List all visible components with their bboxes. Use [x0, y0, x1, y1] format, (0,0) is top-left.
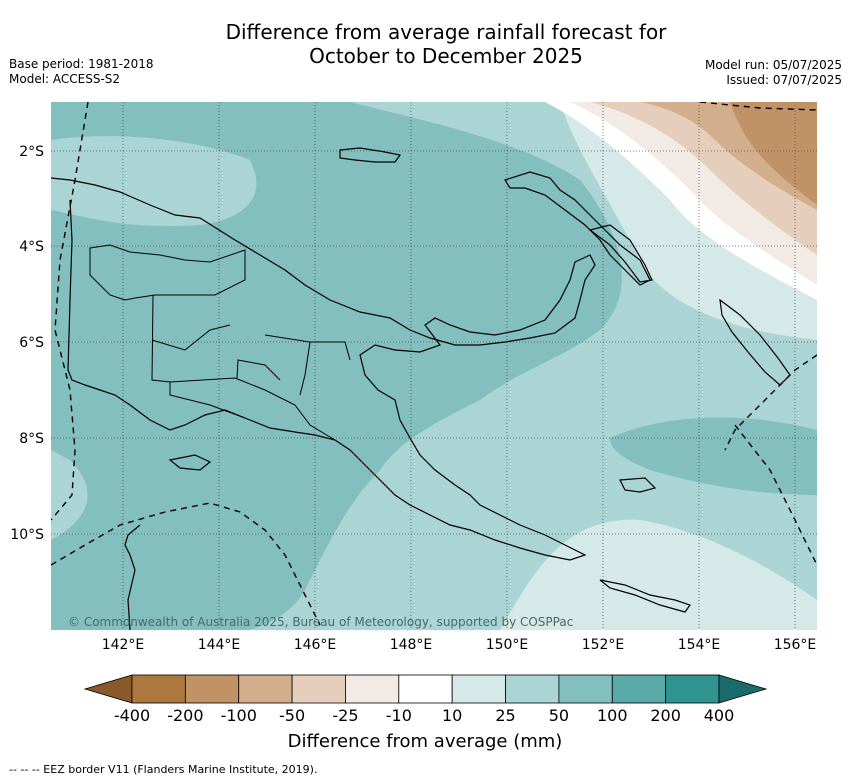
colorbar-arrow-high [718, 674, 768, 704]
base-period: Base period: 1981-2018 [9, 57, 154, 71]
lon-label: 154°E [678, 637, 721, 653]
eez-southeast [734, 424, 817, 566]
colorbar-label: Difference from average (mm) [288, 731, 563, 752]
title-line-2: October to December 2025 [309, 44, 583, 68]
trobriand-islands [619, 477, 657, 493]
colorbar-swatch [505, 674, 560, 704]
colorbar-swatch [665, 674, 720, 704]
eez-west [51, 102, 89, 521]
colorbar-tick-label: 25 [495, 706, 515, 725]
model-name: Model: ACCESS-S2 [9, 72, 121, 86]
colorbar-swatch [131, 674, 186, 704]
eez-footnote: -- -- -- EEZ border V11 (Flanders Marine… [9, 763, 318, 776]
lon-label: 144°E [198, 637, 241, 653]
lon-label: 152°E [582, 637, 625, 653]
eez-north [699, 102, 817, 111]
lat-label: 8°S [19, 431, 44, 447]
colorbar-tick-label: -400 [114, 706, 150, 725]
colorbar-tick-label: -25 [332, 706, 358, 725]
lon-label: 156°E [774, 637, 817, 653]
colorbar: -400 -200 -100 -50 -25 -10 10 25 50 100 200 400 [83, 674, 768, 725]
torres-strait-islands [168, 454, 212, 471]
colorbar-tick-label: 200 [650, 706, 681, 725]
lon-label: 142°E [102, 637, 145, 653]
issued-date: Issued: 07/07/2025 [726, 73, 842, 87]
province-borders [89, 244, 351, 441]
anomaly-band-neg200-neg100 [730, 102, 817, 205]
colorbar-tick-label: -10 [386, 706, 412, 725]
colorbar-tick-label: -50 [279, 706, 305, 725]
new-ireland-coast [588, 224, 653, 283]
eez-borders [51, 102, 817, 626]
lon-labels: 142°E 144°E 146°E 148°E 150°E 152°E 154°… [102, 637, 817, 653]
eez-south [51, 502, 321, 626]
coastlines [51, 147, 791, 630]
anomaly-band-50-100-east [610, 417, 817, 495]
lat-label: 4°S [19, 239, 44, 255]
new-britain-coast [504, 171, 651, 286]
lat-labels: 2°S 4°S 6°S 8°S 10°S [10, 144, 44, 543]
colorbar-arrow-low [83, 674, 133, 704]
lat-label: 2°S [19, 144, 44, 160]
colorbar-tick-label: 100 [597, 706, 628, 725]
lon-label: 148°E [390, 637, 433, 653]
lat-label: 6°S [19, 335, 44, 351]
colorbar-swatch [558, 674, 613, 704]
manus-coast [339, 147, 402, 163]
colorbar-tick-label: -200 [167, 706, 203, 725]
meta-left: Base period: 1981-2018 Model: ACCESS-S2 [9, 57, 154, 87]
colorbar-tick-label: 10 [442, 706, 462, 725]
anomaly-band-50-100 [51, 102, 622, 630]
colorbar-tick-label: 50 [549, 706, 569, 725]
louisiade-islands [599, 579, 691, 613]
colorbar-swatch [184, 674, 240, 704]
model-run: Model run: 05/07/2025 [704, 58, 842, 72]
chart-title: Difference from average rainfall forecas… [0, 20, 850, 68]
colorbar-tick-label: -100 [221, 706, 257, 725]
lon-label: 150°E [486, 637, 529, 653]
eez-east [724, 354, 817, 451]
colorbar-swatch [291, 674, 346, 704]
title-line-1: Difference from average rainfall forecas… [225, 20, 667, 44]
map-area: © Commonwealth of Australia 2025, Bureau… [51, 102, 817, 630]
colorbar-swatch [238, 674, 293, 704]
colorbar-swatch [451, 674, 506, 704]
cape-york-coast [124, 524, 141, 630]
colorbar-swatch [398, 674, 453, 704]
colorbar-tick-label: 400 [704, 706, 735, 725]
copyright-text: © Commonwealth of Australia 2025, Bureau… [68, 615, 573, 629]
graticule [51, 102, 817, 630]
lon-label: 146°E [294, 637, 337, 653]
meta-right: Model run: 05/07/2025 Issued: 07/07/2025 [705, 58, 842, 88]
colorbar-swatch [345, 674, 400, 704]
lat-label: 10°S [10, 527, 44, 543]
colorbar-swatch [611, 674, 667, 704]
new-guinea-coast [51, 177, 596, 561]
